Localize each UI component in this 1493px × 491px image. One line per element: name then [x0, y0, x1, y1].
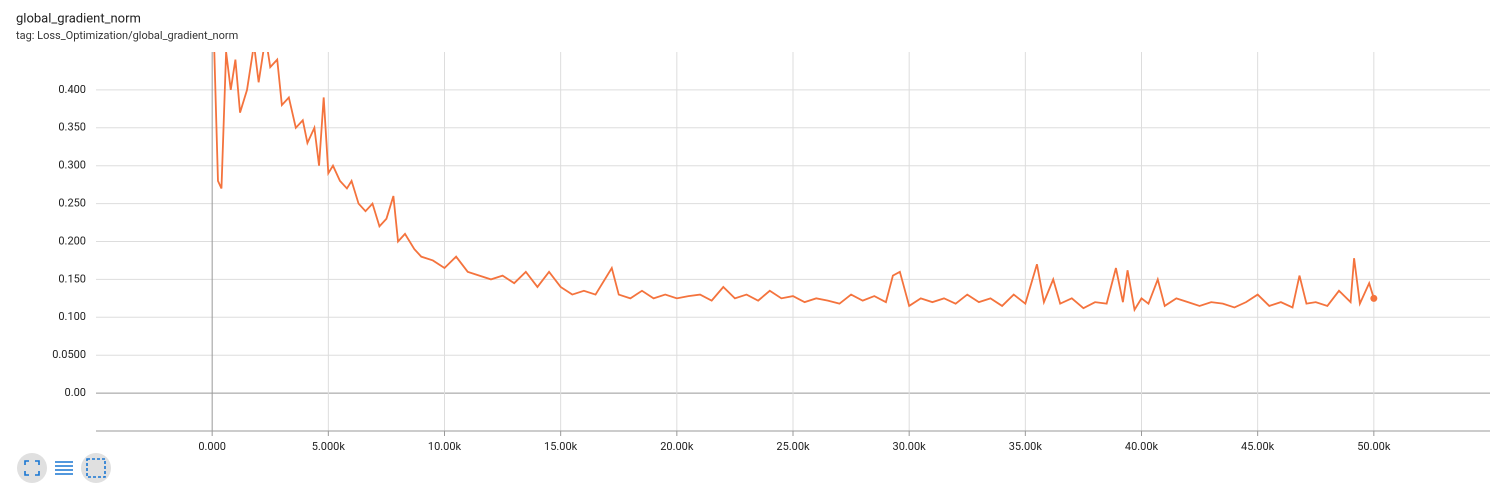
x-tick-label: 45.00k — [1241, 440, 1275, 453]
grid — [96, 52, 1490, 436]
y-tick-label: 0.0500 — [52, 348, 86, 361]
expand-button[interactable] — [17, 453, 47, 483]
y-tick-label: 0.350 — [58, 121, 86, 134]
fit-domain-button[interactable] — [81, 453, 111, 483]
x-tick-label: 50.00k — [1357, 440, 1391, 453]
x-tick-label: 20.00k — [660, 440, 694, 453]
toolbar — [17, 453, 111, 483]
y-tick-label: 0.150 — [58, 272, 86, 285]
y-tick-label: 0.100 — [58, 310, 86, 323]
y-tick-label: 0.00 — [65, 386, 86, 399]
x-tick-label: 5.000k — [312, 440, 346, 453]
y-tick-label: 0.400 — [58, 83, 86, 96]
toggle-log-button[interactable] — [55, 461, 73, 475]
series-line — [213, 52, 1375, 313]
chart-title: global_gradient_norm — [16, 11, 141, 26]
x-tick-label: 30.00k — [893, 440, 927, 453]
y-tick-label: 0.250 — [58, 197, 86, 210]
last-point — [1370, 294, 1378, 302]
x-tick-label: 25.00k — [776, 440, 810, 453]
y-tick-label: 0.300 — [58, 159, 86, 172]
x-tick-label: 35.00k — [1009, 440, 1043, 453]
x-tick-label: 15.00k — [544, 440, 578, 453]
y-tick-label: 0.200 — [58, 234, 86, 247]
x-tick-label: 10.00k — [428, 440, 462, 453]
plot-area — [213, 52, 1378, 313]
x-tick-label: 40.00k — [1125, 440, 1159, 453]
chart-subtitle: tag: Loss_Optimization/global_gradient_n… — [16, 29, 238, 42]
x-tick-label: 0.000 — [198, 440, 226, 453]
